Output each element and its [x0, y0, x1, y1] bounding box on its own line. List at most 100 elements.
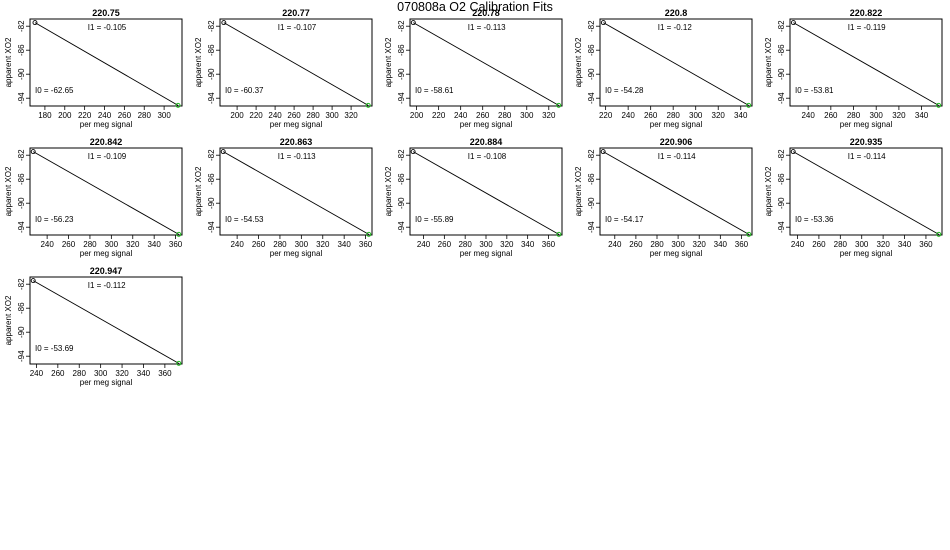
plot-frame: [219, 18, 373, 107]
x-tick-label: 300: [105, 240, 119, 249]
y-tick-label: -86: [17, 302, 26, 314]
data-point-first: [221, 20, 227, 26]
i0-annotation: I0 = -62.65: [35, 86, 74, 95]
x-tick-label: 300: [157, 111, 171, 120]
y-tick-label: -90: [777, 68, 786, 80]
data-point-last: [936, 102, 942, 108]
x-tick-label: 240: [621, 111, 635, 120]
fit-line: [792, 151, 940, 235]
i1-annotation: I1 = -0.112: [88, 281, 126, 290]
y-tick-label: -86: [17, 173, 26, 185]
y-tick-label: -82: [17, 20, 26, 32]
plot-frame: [29, 147, 183, 236]
y-tick-label: -94: [17, 221, 26, 233]
x-tick-label: 220: [599, 111, 613, 120]
x-tick-label: 240: [608, 240, 622, 249]
fit-line: [413, 22, 559, 106]
y-tick-label: -90: [207, 68, 216, 80]
y-tick-label: -94: [777, 92, 786, 104]
x-tick-label: 320: [126, 240, 140, 249]
y-tick-label: -86: [397, 44, 406, 56]
x-tick-label: 340: [521, 240, 535, 249]
panel-title: 220.906: [660, 137, 693, 147]
panel-title: 220.822: [850, 8, 883, 18]
x-tick-label: 280: [306, 111, 320, 120]
y-tick-label: -90: [397, 68, 406, 80]
x-tick-label: 300: [325, 111, 339, 120]
data-point-first: [410, 149, 416, 155]
fit-line: [32, 151, 180, 235]
x-tick-label: 260: [252, 240, 266, 249]
x-tick-label: 280: [667, 111, 681, 120]
x-tick-label: 320: [712, 111, 726, 120]
x-tick-label: 360: [169, 240, 183, 249]
x-tick-label: 300: [671, 240, 685, 249]
data-point-first: [600, 149, 606, 155]
panel-title: 220.863: [280, 137, 313, 147]
y-tick-label: -90: [587, 68, 596, 80]
y-tick-label: -90: [17, 197, 26, 209]
y-tick-label: -82: [17, 278, 26, 290]
i1-annotation: I1 = -0.119: [848, 23, 886, 32]
y-tick-label: -90: [17, 326, 26, 338]
x-tick-label: 340: [337, 240, 351, 249]
y-tick-label: -82: [207, 20, 216, 32]
x-tick-label: 260: [438, 240, 452, 249]
x-tick-label: 240: [454, 111, 468, 120]
y-tick-label: -94: [587, 221, 596, 233]
page-title: 070808a O2 Calibration Fits: [397, 0, 553, 14]
panel-title: 220.884: [470, 137, 503, 147]
x-tick-label: 260: [476, 111, 490, 120]
y-axis-label: apparent XO2: [574, 166, 583, 216]
x-tick-label: 280: [847, 111, 861, 120]
data-point-last: [556, 231, 562, 237]
y-tick-label: -86: [777, 173, 786, 185]
x-tick-label: 300: [295, 240, 309, 249]
y-axis-label: apparent XO2: [384, 37, 393, 87]
x-axis-label: per meg signal: [840, 120, 893, 129]
panel-title: 220.8: [665, 8, 688, 18]
x-tick-label: 320: [344, 111, 358, 120]
x-tick-label: 300: [520, 111, 534, 120]
x-tick-label: 320: [115, 369, 129, 378]
x-tick-label: 340: [915, 111, 929, 120]
calibration-panel: 220.906 240 260 280 300 320 340 360 per meg sign…: [574, 137, 753, 258]
panel-title: 220.78: [472, 8, 500, 18]
fit-line: [222, 151, 370, 235]
x-tick-label: 220: [432, 111, 446, 120]
i0-annotation: I0 = -53.81: [795, 86, 834, 95]
x-tick-label: 220: [249, 111, 263, 120]
x-axis-label: per meg signal: [460, 249, 513, 258]
plot-frame: [599, 147, 753, 236]
i1-annotation: I1 = -0.114: [848, 152, 886, 161]
i0-annotation: I0 = -60.37: [225, 86, 264, 95]
calibration-panel: 220.935 240 260 280 300 320 340 360 per meg sign…: [764, 137, 943, 258]
x-axis-label: per meg signal: [650, 120, 703, 129]
plot-frame: [409, 18, 563, 107]
i0-annotation: I0 = -55.89: [415, 215, 454, 224]
x-tick-label: 260: [812, 240, 826, 249]
y-tick-label: -94: [207, 221, 216, 233]
i1-annotation: I1 = -0.105: [88, 23, 127, 32]
x-axis-label: per meg signal: [80, 249, 133, 258]
y-tick-label: -90: [17, 68, 26, 80]
calibration-panel: 220.842 240 260 280 300 320 340 360 per meg sign…: [4, 137, 183, 258]
y-tick-label: -94: [777, 221, 786, 233]
panel-title: 220.75: [92, 8, 120, 18]
x-axis-label: per meg signal: [840, 249, 893, 258]
fit-line: [32, 280, 180, 364]
fit-line: [603, 22, 749, 106]
y-tick-label: -86: [207, 44, 216, 56]
y-tick-label: -90: [777, 197, 786, 209]
x-tick-label: 260: [51, 369, 65, 378]
fit-line: [412, 151, 560, 235]
x-tick-label: 320: [693, 240, 707, 249]
y-tick-label: -94: [17, 92, 26, 104]
fit-line: [793, 22, 939, 106]
x-tick-label: 300: [689, 111, 703, 120]
x-tick-label: 360: [359, 240, 373, 249]
plot-frame: [219, 147, 373, 236]
y-tick-label: -82: [17, 149, 26, 161]
calibration-panel: 220.863 240 260 280 300 320 340 360 per meg sign…: [194, 137, 373, 258]
